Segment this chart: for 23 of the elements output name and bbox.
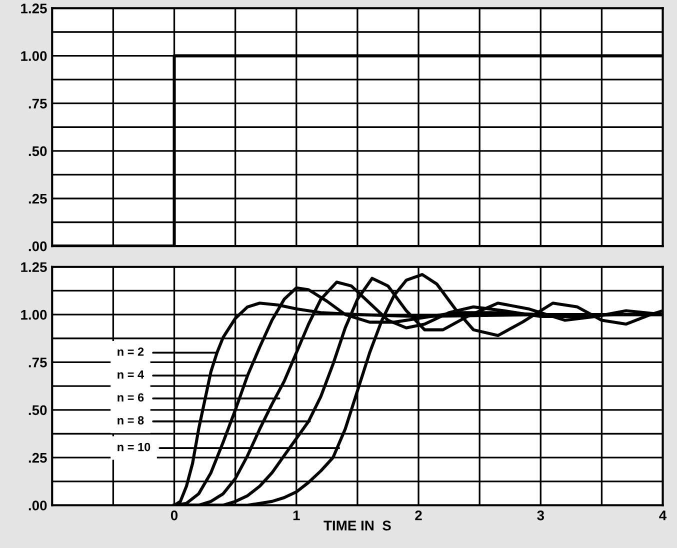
y-tick-label: .50: [28, 405, 47, 416]
y-tick-label: .00: [28, 241, 47, 252]
x-tick-label: 2: [415, 510, 422, 520]
y-tick-label: .25: [28, 194, 47, 204]
y-tick-label: 1.00: [21, 51, 47, 61]
x-tick-label: 4: [659, 510, 667, 520]
y-tick-label: 1.25: [21, 262, 47, 272]
annotation: n = 4: [118, 370, 144, 379]
annotation: n = 10: [118, 442, 150, 452]
y-tick-label: 1.25: [21, 4, 47, 14]
annotation: n = 6: [118, 393, 144, 402]
y-tick-label: .25: [28, 452, 47, 463]
x-tick-label: 1: [293, 510, 300, 520]
y-tick-label: .50: [28, 146, 47, 156]
annotation: n = 8: [118, 416, 144, 425]
x-tick-label: 0: [170, 510, 178, 520]
x-tick-label: 3: [537, 510, 544, 520]
y-tick-label: .75: [28, 358, 47, 368]
y-tick-label: 1.00: [21, 310, 47, 320]
x-axis-title: TIME IN S: [324, 520, 391, 530]
y-tick-label: .75: [28, 98, 47, 109]
y-tick-label: .00: [28, 500, 47, 510]
annotation: n = 2: [118, 348, 144, 356]
